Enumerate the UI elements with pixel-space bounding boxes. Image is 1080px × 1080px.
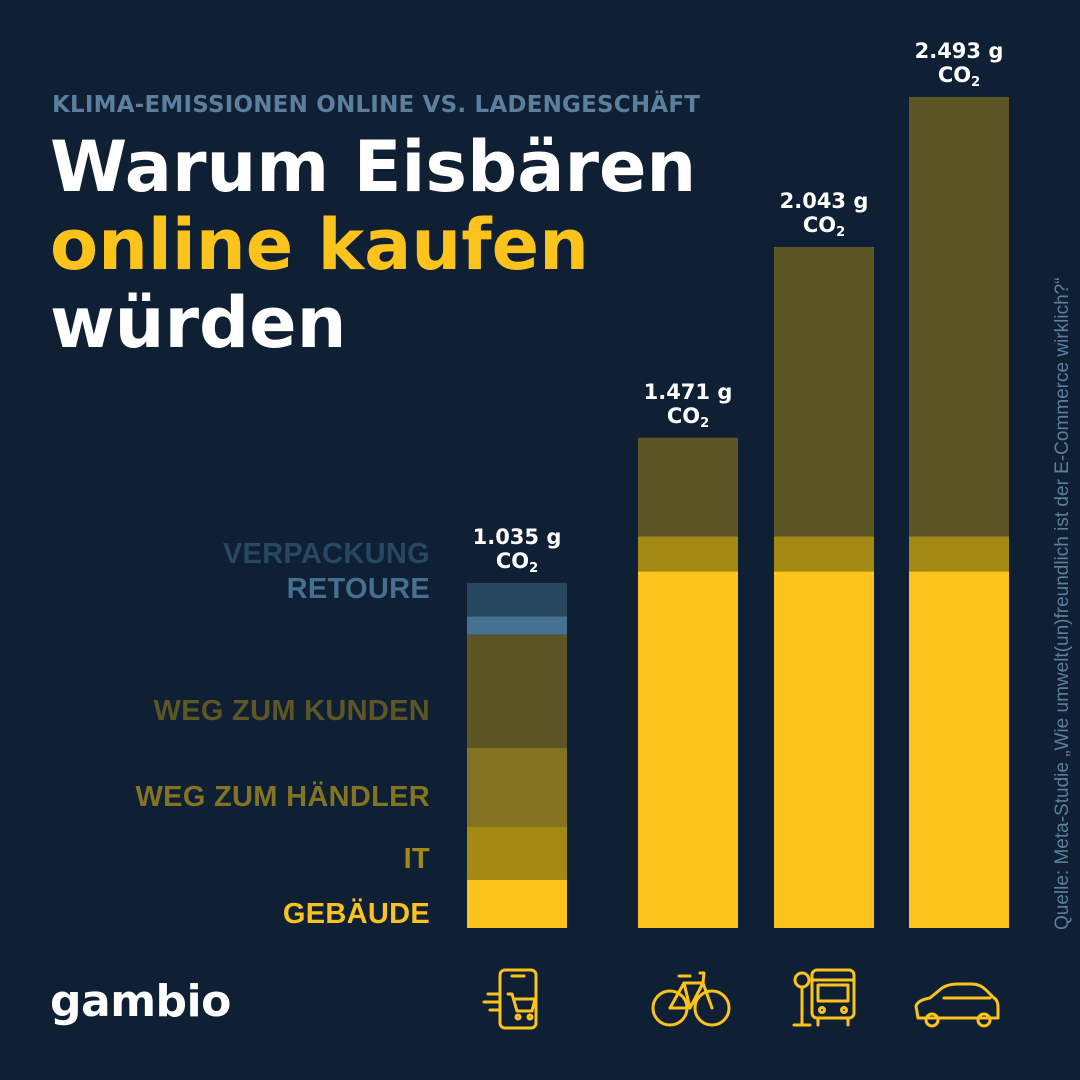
bar-total-unit: CO2 [618, 404, 758, 436]
bar-segment-weg_zum_kunden-4 [909, 97, 1009, 537]
chart-kicker: KLIMA-EMISSIONEN ONLINE VS. LADENGESCHÄF… [52, 92, 701, 118]
bar-segment-weg_zum_kunden-3 [774, 247, 874, 537]
bar-segment-retoure-1 [467, 616, 567, 635]
unit-subscript: 2 [700, 415, 710, 431]
title-line-2: online kaufen [50, 204, 589, 286]
bar-segment-weg_zum_kunden-2 [638, 437, 738, 537]
bar-total-unit: CO2 [754, 213, 894, 245]
unit-subscript: 2 [836, 225, 846, 240]
bar-segment-it-2 [638, 536, 738, 572]
title-line-1: Warum Eisbären [50, 126, 697, 208]
bar-total-1: 1.035 g CO2 [447, 525, 587, 581]
smartphone-cart-icon [482, 968, 538, 1030]
unit-subscript: 2 [971, 75, 981, 90]
bus-stop-icon [792, 968, 856, 1027]
legend-label-weg_zum_haendler: WEG ZUM HÄNDLER [135, 781, 430, 813]
bar-total-3: 2.043 g CO2 [754, 189, 894, 245]
legend-label-retoure: RETOURE [286, 573, 430, 605]
bar-segment-verpackung-1 [467, 583, 567, 617]
unit-text: CO [666, 403, 701, 428]
unit-subscript: 2 [529, 561, 539, 576]
bar-total-value: 2.493 g [914, 39, 1004, 63]
bar-segment-weg_zum_haendler-1 [467, 748, 567, 827]
unit-text: CO [937, 63, 972, 87]
unit-text: CO [495, 549, 530, 573]
legend-label-verpackung: VERPACKUNG [222, 538, 430, 570]
bar-total-unit: CO2 [889, 63, 1029, 95]
chart-title: Warum Eisbären online kaufen würden [50, 128, 696, 362]
bar-total-unit: CO2 [447, 549, 587, 581]
gambio-logo: gambio [50, 976, 231, 1027]
bar-total-value: 1.035 g [472, 525, 562, 549]
bar-total-value: 2.043 g [779, 189, 869, 213]
unit-text: CO [802, 213, 837, 237]
bicycle-icon [651, 971, 731, 1027]
bar-segment-gebaeude-3 [774, 571, 874, 928]
bar-total-4: 2.493 g CO2 [889, 39, 1029, 95]
bar-segment-weg_zum_kunden-1 [467, 634, 567, 748]
legend-label-weg_zum_kunden: WEG ZUM KUNDEN [153, 695, 430, 727]
bar-segment-gebaeude-1 [467, 879, 567, 928]
car-icon [914, 982, 1000, 1028]
legend-label-gebaeude: GEBÄUDE [282, 898, 430, 930]
bar-segment-gebaeude-2 [638, 571, 738, 928]
bar-segment-it-3 [774, 536, 874, 572]
bar-total-value: 1.471 g [643, 379, 733, 404]
title-line-3: würden [50, 282, 347, 364]
bar-segment-it-4 [909, 536, 1009, 572]
bar-segment-it-1 [467, 826, 567, 880]
bar-segment-gebaeude-4 [909, 571, 1009, 928]
legend-label-it: IT [403, 843, 430, 875]
bar-total-2: 1.471 g CO2 [618, 380, 758, 436]
